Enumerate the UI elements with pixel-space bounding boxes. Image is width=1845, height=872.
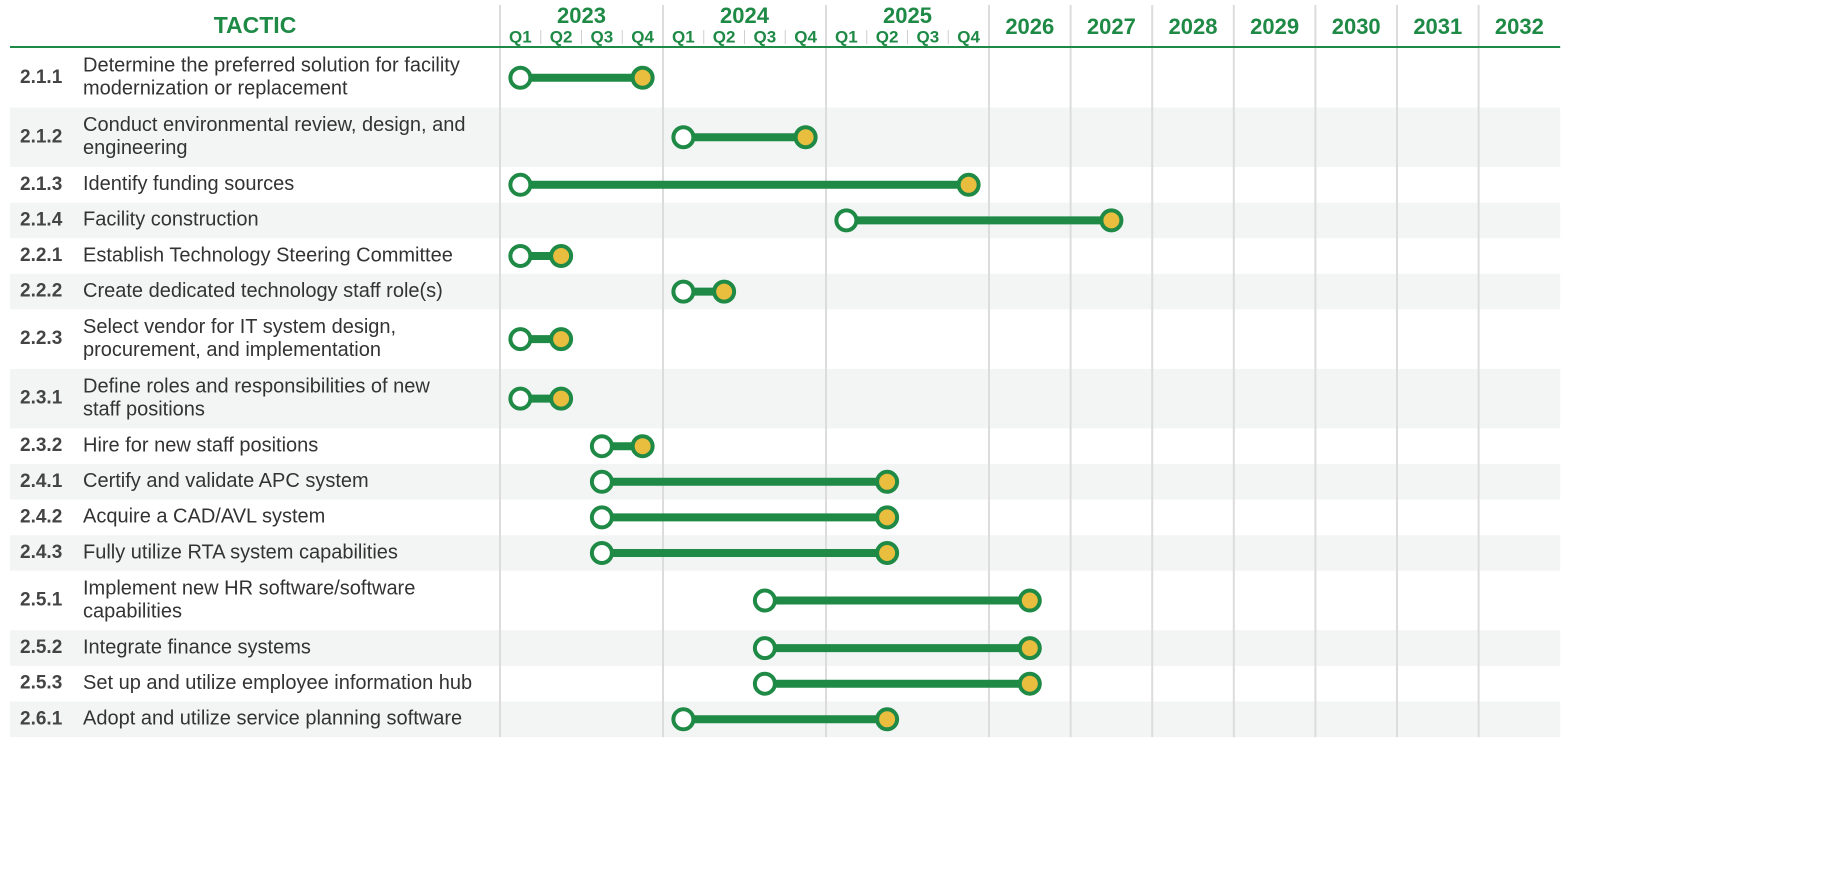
- end-marker: [1017, 671, 1042, 696]
- start-marker: [508, 172, 533, 197]
- year-label: 2032: [1495, 14, 1544, 39]
- end-marker: [956, 172, 981, 197]
- quarter-label: Q3: [754, 27, 777, 46]
- tactic-id: 2.4.3: [20, 542, 62, 563]
- tactic-name: Hire for new staff positions: [83, 434, 318, 456]
- tactic-id: 2.4.1: [20, 471, 63, 492]
- tactic-id: 2.3.2: [20, 435, 62, 456]
- start-marker: [589, 541, 614, 565]
- row-stripe: [10, 368, 1561, 429]
- tactic-name: Determine the preferred solution for fac…: [83, 55, 460, 77]
- year-label: 2027: [1087, 14, 1136, 39]
- year-label: 2029: [1250, 14, 1299, 39]
- end-marker: [549, 327, 574, 352]
- quarter-label: Q3: [917, 27, 940, 46]
- start-marker: [752, 588, 777, 613]
- tactic-id: 2.1.4: [20, 209, 63, 230]
- start-marker: [508, 327, 533, 352]
- row-stripe: [10, 273, 1561, 310]
- tactic-id: 2.1.3: [20, 174, 62, 195]
- end-marker: [630, 434, 655, 459]
- quarter-label: Q1: [509, 27, 532, 46]
- quarter-label: Q1: [835, 27, 858, 46]
- year-label: 2030: [1332, 14, 1381, 39]
- tactic-name: Establish Technology Steering Committee: [83, 244, 453, 266]
- start-marker: [589, 434, 614, 459]
- quarter-label: Q3: [591, 27, 614, 46]
- quarter-label: Q4: [957, 27, 980, 46]
- start-marker: [508, 386, 533, 411]
- tactic-name: Certify and validate APC system: [83, 470, 369, 492]
- tactic-id: 2.1.1: [20, 67, 63, 88]
- tactic-id: 2.5.2: [20, 637, 62, 658]
- quarter-label: Q2: [550, 27, 573, 46]
- end-marker: [712, 279, 737, 304]
- start-marker: [834, 208, 859, 233]
- tactic-name: Implement new HR software/software: [83, 577, 415, 599]
- year-label: 2031: [1413, 14, 1462, 39]
- tactic-name: procurement, and implementation: [83, 339, 381, 361]
- tactic-name: staff positions: [83, 398, 205, 420]
- start-marker: [752, 671, 777, 696]
- tactic-name: engineering: [83, 137, 188, 159]
- end-marker: [875, 707, 900, 732]
- start-marker: [589, 505, 614, 530]
- start-marker: [752, 636, 777, 661]
- tactic-id: 2.5.3: [20, 673, 62, 694]
- end-marker: [875, 541, 900, 565]
- start-marker: [671, 125, 696, 150]
- year-label: 2025: [883, 3, 932, 28]
- end-marker: [1017, 588, 1042, 613]
- tactic-id: 2.3.1: [20, 388, 63, 409]
- tactic-id: 2.1.2: [20, 126, 62, 147]
- end-marker: [549, 386, 574, 411]
- tactic-name: Identify funding sources: [83, 173, 294, 195]
- start-marker: [671, 707, 696, 732]
- tactic-name: Set up and utilize employee information …: [83, 672, 472, 694]
- tactic-name: Integrate finance systems: [83, 636, 311, 658]
- start-marker: [671, 279, 696, 304]
- end-marker: [1099, 208, 1124, 233]
- tactic-name: Create dedicated technology staff role(s…: [83, 280, 443, 302]
- tactic-name: Facility construction: [83, 209, 259, 231]
- end-marker: [793, 125, 818, 150]
- quarter-label: Q2: [713, 27, 736, 46]
- start-marker: [589, 469, 614, 494]
- quarter-label: Q4: [631, 27, 654, 46]
- tactic-name: Adopt and utilize service planning softw…: [83, 708, 462, 730]
- year-label: 2024: [720, 3, 770, 28]
- end-marker: [875, 469, 900, 494]
- tactic-name: Acquire a CAD/AVL system: [83, 506, 325, 528]
- row-stripe: [10, 202, 1561, 239]
- year-label: 2028: [1169, 14, 1218, 39]
- tactic-id: 2.4.2: [20, 506, 62, 527]
- end-marker: [1017, 636, 1042, 661]
- tactic-name: Fully utilize RTA system capabilities: [83, 541, 398, 563]
- end-marker: [630, 65, 655, 90]
- year-label: 2026: [1005, 14, 1054, 39]
- tactic-name: Define roles and responsibilities of new: [83, 375, 430, 397]
- tactic-id: 2.5.1: [20, 590, 63, 611]
- quarter-label: Q4: [794, 27, 817, 46]
- tactic-id: 2.2.3: [20, 328, 62, 349]
- tactic-id: 2.2.1: [20, 245, 63, 266]
- tactic-name: Conduct environmental review, design, an…: [83, 114, 465, 136]
- end-marker: [875, 505, 900, 530]
- quarter-label: Q1: [672, 27, 695, 46]
- tactic-id: 2.6.1: [20, 708, 63, 729]
- year-label: 2023: [557, 3, 606, 28]
- tactic-name: Select vendor for IT system design,: [83, 316, 396, 338]
- end-marker: [549, 244, 574, 268]
- start-marker: [508, 244, 533, 268]
- tactic-name: modernization or replacement: [83, 78, 348, 100]
- tactic-id: 2.2.2: [20, 281, 62, 302]
- column-title: TACTIC: [214, 12, 297, 38]
- tactic-name: capabilities: [83, 600, 182, 622]
- quarter-label: Q2: [876, 27, 899, 46]
- start-marker: [508, 65, 533, 90]
